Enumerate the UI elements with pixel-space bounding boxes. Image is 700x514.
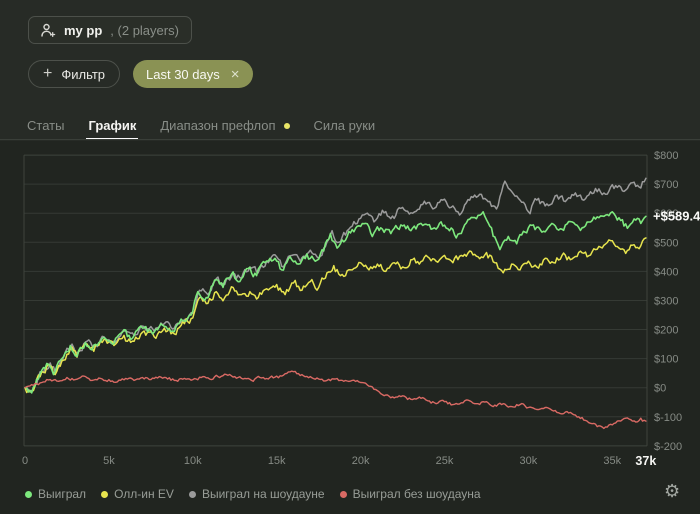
svg-text:$-100: $-100: [654, 412, 682, 424]
filter-row: + Фильтр Last 30 days ×: [28, 60, 253, 88]
players-chip-name: my pp: [64, 22, 103, 38]
legend-item-allin-ev[interactable]: Олл-ин EV: [101, 487, 174, 501]
tab-hand-strength[interactable]: Сила руки: [313, 118, 376, 133]
plus-icon: +: [43, 65, 53, 82]
svg-text:$700: $700: [654, 179, 678, 191]
svg-text:$-200: $-200: [654, 441, 682, 453]
tab-bar: Статы График Диапазон префлоп Сила руки: [27, 111, 375, 140]
svg-text:$0: $0: [654, 383, 666, 395]
tab-stats[interactable]: Статы: [27, 118, 65, 133]
date-filter-chip[interactable]: Last 30 days ×: [133, 60, 253, 88]
svg-text:$100: $100: [654, 354, 678, 366]
legend-dot-won: [25, 490, 32, 498]
settings-gear-icon[interactable]: ⚙: [664, 481, 681, 501]
notification-dot: [283, 122, 290, 129]
svg-text:25k: 25k: [436, 455, 454, 467]
tab-preflop-range[interactable]: Диапазон префлоп: [160, 111, 290, 140]
chart-legend: Выиграл Олл-ин EV Выиграл на шоудауне Вы…: [25, 487, 481, 501]
tabbar-divider: [0, 139, 700, 140]
legend-item-won[interactable]: Выиграл: [25, 487, 86, 501]
svg-text:0: 0: [22, 455, 28, 467]
players-chip-count: , (2 players): [110, 22, 179, 38]
svg-text:20k: 20k: [352, 455, 370, 467]
svg-text:37k: 37k: [635, 454, 656, 468]
date-filter-label: Last 30 days: [146, 66, 220, 82]
svg-text:15k: 15k: [268, 455, 286, 467]
svg-text:$400: $400: [654, 266, 678, 278]
legend-item-won-showdown[interactable]: Выиграл на шоудауне: [188, 487, 325, 501]
svg-text:30k: 30k: [520, 455, 538, 467]
svg-text:$600: $600: [654, 208, 678, 220]
svg-text:35k: 35k: [603, 455, 621, 467]
svg-text:5k: 5k: [103, 455, 115, 467]
players-filter-chip[interactable]: my pp , (2 players): [28, 16, 192, 44]
svg-text:10k: 10k: [184, 455, 202, 467]
person-add-icon: [41, 23, 56, 37]
legend-dot-allin-ev: [101, 490, 109, 498]
legend-item-won-no-showdown[interactable]: Выиграл без шоудауна: [339, 487, 481, 501]
close-icon[interactable]: ×: [230, 65, 240, 83]
svg-text:+$589.4: +$589.4: [653, 208, 700, 223]
tab-graph[interactable]: График: [86, 111, 139, 140]
chart-panel: [0, 141, 700, 514]
svg-text:$800: $800: [654, 150, 678, 162]
legend-dot-won-showdown: [188, 490, 196, 498]
svg-text:$300: $300: [654, 295, 678, 307]
add-filter-label: Фильтр: [61, 66, 106, 82]
add-filter-button[interactable]: + Фильтр: [28, 60, 121, 88]
svg-text:$200: $200: [654, 325, 678, 337]
svg-text:$500: $500: [654, 237, 678, 249]
legend-dot-won-no-showdown: [339, 490, 347, 498]
